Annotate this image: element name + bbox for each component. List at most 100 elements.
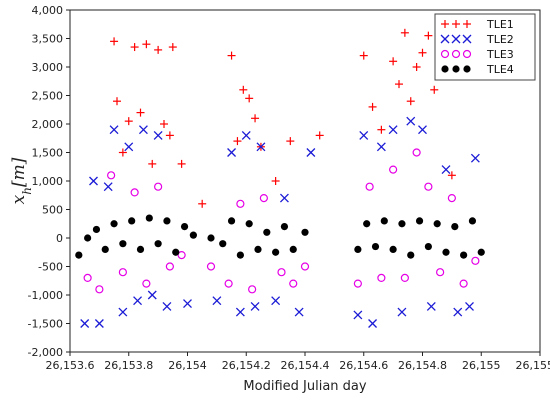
legend: TLE1 TLE2 TLE3 TLE4: [434, 13, 536, 81]
x-tick-label: 26,155: [462, 359, 501, 372]
data-point-tle4: [227, 217, 236, 225]
x-tick-label: 26,154.8: [398, 359, 447, 372]
data-point-tle3: [277, 268, 286, 277]
data-point-tle1: [368, 102, 377, 111]
data-point-tle1: [110, 37, 119, 46]
legend-label-tle3: TLE3: [486, 48, 514, 61]
data-point-tle4: [119, 240, 127, 248]
legend-marker-tle4: [452, 65, 460, 73]
data-point-tle2: [162, 301, 172, 311]
data-point-tle4: [263, 228, 271, 236]
data-point-tle3: [236, 199, 245, 208]
data-point-tle3: [389, 165, 398, 174]
data-point-tle4: [128, 217, 136, 225]
series-tle1: [110, 28, 456, 208]
data-point-tle4: [424, 242, 432, 251]
data-point-tle3: [165, 262, 174, 271]
data-point-tle4: [380, 217, 388, 225]
data-point-tle3: [436, 268, 445, 277]
data-point-tle2: [441, 165, 451, 175]
data-point-tle1: [154, 45, 163, 54]
data-point-tle2: [388, 125, 398, 135]
data-point-tle4: [415, 217, 424, 225]
data-point-tle2: [138, 125, 148, 135]
data-point-tle3: [400, 273, 409, 282]
y-tick-label: 2,000: [32, 118, 64, 131]
data-point-tle4: [354, 245, 362, 253]
y-tick-label: 4,000: [32, 4, 64, 17]
data-point-tle4: [289, 245, 297, 253]
data-point-tle1: [168, 43, 177, 52]
data-point-tle4: [236, 251, 244, 259]
y-tick-label: 500: [42, 204, 63, 217]
data-point-tle4: [101, 245, 109, 253]
data-point-tle4: [363, 220, 371, 228]
data-point-tle1: [198, 199, 207, 208]
data-point-tle2: [470, 153, 480, 163]
data-point-tle3: [365, 182, 374, 191]
data-point-tle4: [110, 220, 118, 228]
series-tle2: [80, 116, 480, 328]
data-point-tle1: [271, 177, 280, 185]
data-point-tle2: [212, 296, 222, 306]
data-point-tle4: [460, 251, 468, 259]
data-point-tle1: [389, 57, 398, 66]
y-tick-label: 3,500: [32, 33, 64, 46]
legend-label-tle1: TLE1: [486, 18, 514, 31]
data-point-tle1: [239, 85, 248, 94]
data-point-tle1: [418, 48, 427, 57]
data-point-tle4: [219, 240, 227, 248]
data-point-tle2: [109, 125, 119, 135]
data-point-tle3: [107, 171, 116, 180]
data-point-tle2: [124, 142, 134, 152]
data-point-tle1: [430, 85, 439, 94]
plot-marks: [75, 28, 485, 328]
y-axis-ticks: -2,000 -1,500 -1,000 -500 0 500 1,000 1,500 2,00…: [28, 4, 70, 359]
legend-marker-tle4: [441, 65, 449, 73]
y-axis-label: xh[m]: [9, 157, 34, 204]
data-point-tle1: [136, 108, 145, 117]
data-point-tle2: [153, 130, 163, 140]
legend-marker-tle3: [451, 49, 461, 59]
data-point-tle4: [451, 223, 459, 231]
legend-marker-tle1: [452, 20, 460, 28]
data-point-tle2: [256, 142, 266, 152]
legend-marker-tle3: [440, 49, 450, 59]
series-tle4: [75, 214, 485, 259]
data-point-tle3: [459, 279, 468, 288]
data-point-tle1: [118, 148, 127, 157]
legend-label-tle2: TLE2: [486, 33, 514, 46]
data-point-tle4: [207, 234, 215, 242]
data-point-tle2: [353, 310, 363, 320]
data-point-tle4: [136, 245, 145, 253]
data-point-tle2: [94, 319, 104, 328]
data-point-tle2: [80, 319, 90, 328]
data-point-tle2: [418, 125, 427, 135]
data-point-tle4: [245, 220, 253, 228]
x-tick-label: 26,153.6: [46, 359, 95, 372]
series-tle3: [83, 148, 480, 294]
x-tick-label: 26,154.4: [281, 359, 330, 372]
legend-marker-tle3: [462, 49, 472, 59]
data-point-tle2: [306, 148, 316, 157]
data-point-tle1: [233, 137, 242, 146]
legend-label-tle4: TLE4: [486, 63, 514, 76]
data-point-tle2: [133, 296, 143, 306]
data-point-tle4: [189, 231, 197, 239]
data-point-tle1: [447, 171, 456, 180]
y-tick-label: 2,500: [32, 90, 64, 103]
data-point-tle4: [477, 248, 485, 256]
data-point-tle1: [406, 97, 415, 106]
data-point-tle3: [177, 251, 186, 260]
data-point-tle3: [130, 188, 139, 197]
data-point-tle4: [84, 234, 92, 242]
data-point-tle4: [180, 223, 189, 231]
data-point-tle3: [471, 256, 480, 265]
data-point-tle2: [426, 301, 436, 311]
x-tick-label: 26,155.2: [516, 359, 550, 372]
data-point-tle4: [172, 248, 180, 256]
data-point-tle2: [359, 130, 369, 140]
legend-marker-tle2: [451, 34, 461, 44]
data-point-tle4: [254, 245, 262, 253]
y-tick-label: -2,000: [28, 346, 63, 359]
